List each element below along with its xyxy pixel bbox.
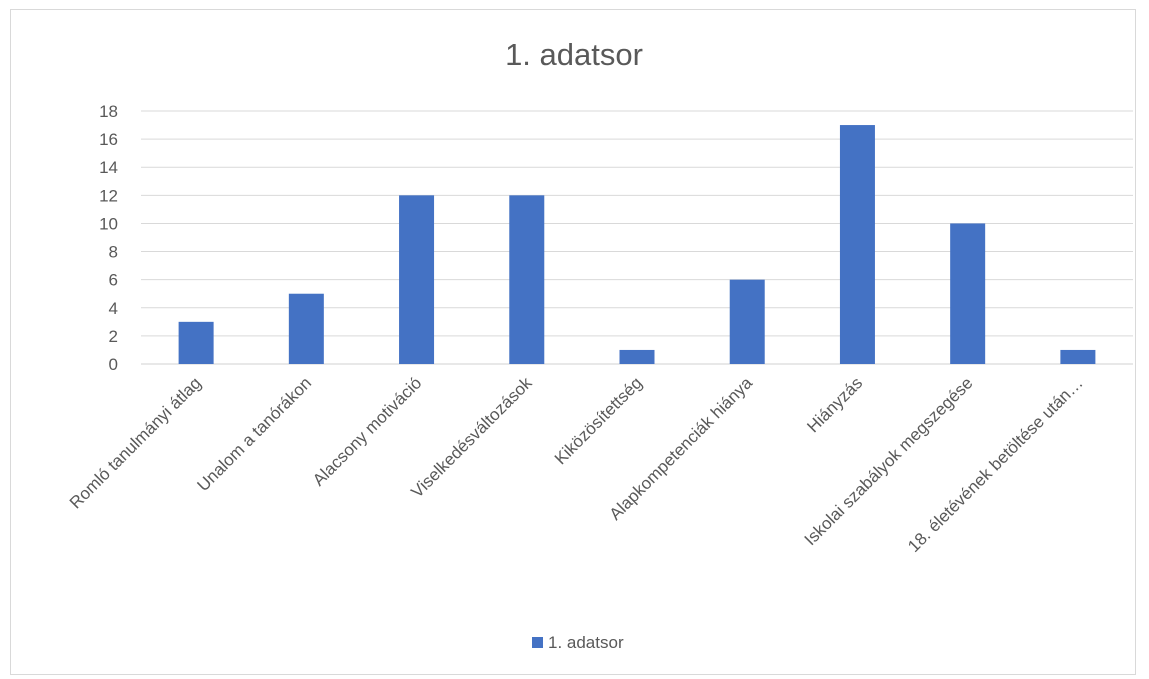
bar [509,195,545,364]
x-category-label: Hiányzás [803,373,866,436]
bar [288,293,324,364]
bar [399,195,435,364]
bar [178,321,214,364]
y-tick-label: 10 [99,214,118,233]
chart-title: 1. adatsor [505,37,643,72]
legend: 1. adatsor [532,633,624,652]
x-category-label: Alacsony motiváció [309,373,425,489]
y-tick-label: 8 [109,243,118,262]
y-tick-label: 14 [99,158,118,177]
y-tick-label: 2 [109,327,118,346]
bars [178,125,1096,364]
y-tick-label: 12 [99,186,118,205]
bar [1060,349,1096,364]
bar [839,125,875,364]
y-tick-label: 16 [99,130,118,149]
x-category-label: Unalom a tanórákon [193,373,315,495]
x-category-label: Viselkedésváltozások [407,373,535,501]
legend-swatch [532,637,543,648]
x-category-label: Romló tanulmányi átlag [66,373,205,512]
y-tick-label: 4 [109,299,118,318]
y-tick-label: 6 [109,271,118,290]
y-tick-label: 18 [99,102,118,121]
x-category-label: Kiközösítettség [551,373,646,468]
x-category-label: 18. életévének betöltése után… [904,373,1087,556]
bar [729,279,765,364]
y-axis-ticks: 0 2 4 6 8 10 12 14 16 18 [99,102,118,374]
legend-label: 1. adatsor [548,633,624,652]
y-tick-label: 0 [109,355,118,374]
bar [950,223,986,364]
bar [619,349,655,364]
